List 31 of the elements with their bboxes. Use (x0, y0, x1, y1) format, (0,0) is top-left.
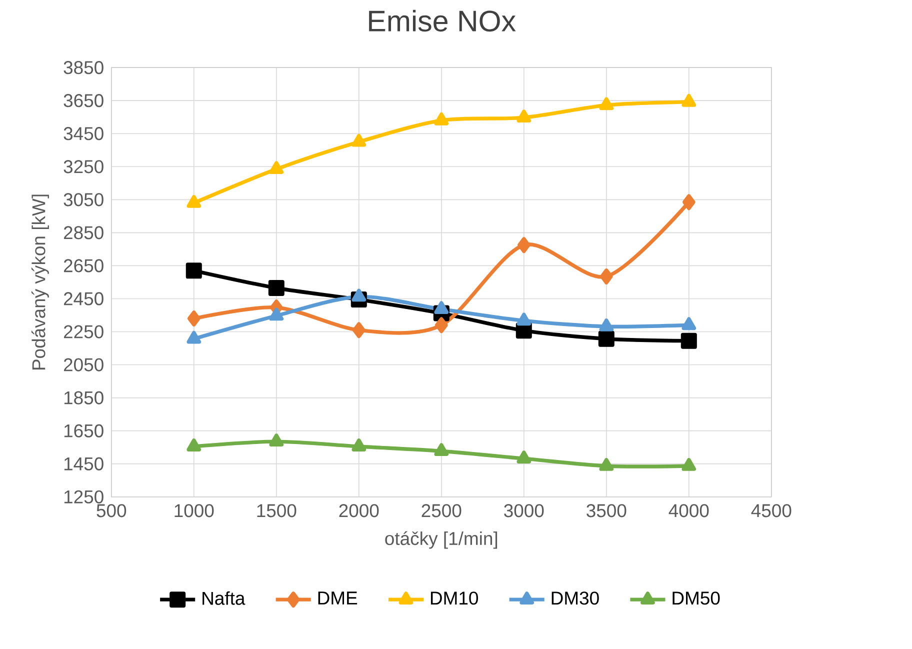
x-tick-label: 2500 (422, 504, 462, 518)
y-tick-label: 2250 (64, 325, 104, 338)
x-axis-title: otáčky [1/min] (385, 531, 498, 549)
y-tick-label: 2850 (64, 226, 104, 240)
y-tick-label: 2650 (64, 259, 104, 272)
x-tick-label: 3000 (504, 504, 544, 518)
x-tick-label: 4000 (668, 504, 709, 518)
y-tick-label: 2450 (64, 292, 104, 306)
x-tick-label: 1500 (257, 504, 296, 518)
legend-label: Nafta (202, 591, 246, 605)
x-tick-label: 500 (96, 504, 126, 518)
y-tick-label: 3250 (64, 160, 104, 174)
legend-label: DM10 (430, 592, 478, 605)
legend-label: DM30 (552, 592, 599, 605)
y-tick-label: 3450 (64, 127, 104, 140)
x-tick-label: 2000 (339, 504, 379, 518)
x-tick-label: 1000 (174, 504, 214, 518)
legend-label: DM50 (672, 592, 720, 605)
y-tick-label: 3050 (64, 193, 104, 206)
chart-title: Emise NOx (369, 10, 516, 32)
y-tick-label: 1450 (64, 457, 104, 470)
y-tick-label: 3650 (64, 94, 104, 108)
legend-label: DME (318, 592, 358, 604)
y-tick-label: 1250 (64, 490, 104, 504)
y-tick-label: 3850 (64, 60, 104, 74)
y-tick-label: 1850 (64, 391, 104, 404)
x-tick-label: 3500 (586, 504, 626, 518)
y-axis-title: Podávaný výkon [kW] (31, 194, 49, 370)
y-tick-label: 1650 (64, 424, 104, 438)
x-tick-label: 4500 (751, 504, 792, 518)
y-tick-label: 2050 (64, 358, 104, 372)
